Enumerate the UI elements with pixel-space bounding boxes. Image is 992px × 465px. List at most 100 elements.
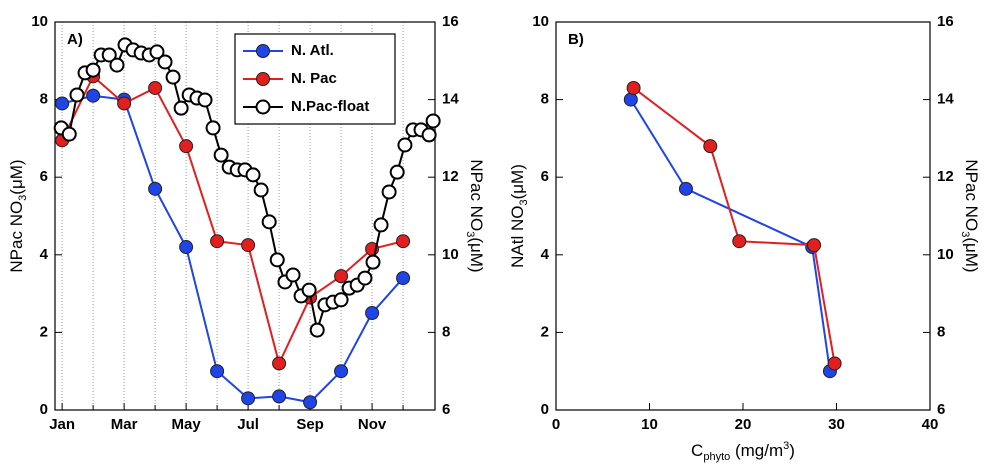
y2-tick-label: 8: [937, 323, 945, 340]
x-tick-label: 40: [922, 416, 939, 433]
x-tick-label: 20: [735, 416, 752, 433]
data-point: [732, 234, 747, 249]
series-line: [633, 87, 836, 364]
data-point: [210, 234, 225, 249]
data-point: [397, 137, 413, 153]
y-axis-label: NAtl NO3(μM): [508, 164, 529, 268]
data-point: [334, 364, 349, 379]
legend-label: N. Pac: [291, 70, 337, 87]
y2-tick-label: 10: [442, 246, 459, 263]
data-point: [373, 217, 389, 233]
x-axis-label: Cphyto (mg/m3): [691, 440, 795, 463]
label-part: 3: [518, 199, 530, 205]
data-point: [86, 88, 101, 103]
data-point: [623, 92, 638, 107]
data-point: [272, 356, 287, 371]
x-tick-label: 10: [641, 416, 658, 433]
label-part: NPac NO: [962, 159, 981, 231]
y2-tick-label: 14: [442, 91, 459, 108]
y2-tick-label: 10: [937, 246, 954, 263]
series-line: [61, 94, 404, 404]
x-tick-label: 0: [552, 416, 560, 433]
data-point: [245, 167, 261, 183]
data-point: [396, 234, 411, 249]
label-part: (μM): [7, 159, 26, 194]
legend-marker: [256, 44, 270, 58]
y2-axis-label: NPac NO3(μM): [959, 159, 980, 272]
y-tick-label: 2: [40, 323, 48, 340]
plot-frame: [54, 21, 436, 411]
y-tick-label: 0: [541, 401, 549, 418]
data-point: [272, 389, 287, 404]
data-point: [334, 269, 349, 284]
data-point: [703, 139, 718, 154]
x-tick-label: Sep: [296, 416, 324, 433]
y2-tick-label: 16: [442, 13, 459, 30]
label-part: 3: [464, 231, 476, 237]
data-point: [396, 271, 411, 286]
y2-tick-label: 12: [442, 168, 459, 185]
data-point: [425, 113, 441, 129]
label-part: 3: [783, 440, 789, 452]
label-part: (μM): [962, 237, 981, 272]
label-part: 3: [959, 231, 971, 237]
data-point: [149, 44, 165, 60]
data-point: [148, 181, 163, 196]
panel-title: B): [568, 31, 584, 48]
data-point: [241, 238, 256, 253]
panel-title: A): [67, 31, 83, 48]
x-tick-label: Jan: [49, 416, 75, 433]
data-point: [173, 100, 189, 116]
y2-tick-label: 16: [937, 13, 954, 30]
series-line: [629, 99, 831, 372]
label-part: (μM): [467, 237, 486, 272]
data-point: [85, 62, 101, 78]
data-point: [365, 306, 380, 320]
y2-axis-label: NPac NO3(μM): [464, 159, 485, 272]
label-part: phyto: [703, 451, 730, 463]
label-part: 3: [17, 195, 29, 201]
data-point: [241, 391, 256, 406]
plot-frame: [555, 21, 931, 411]
data-point: [117, 96, 132, 111]
label-part: (mg/m: [730, 441, 783, 460]
x-tick-label: Mar: [111, 416, 138, 433]
data-point: [389, 164, 405, 180]
data-point: [148, 80, 163, 95]
data-point: [165, 69, 181, 85]
legend-marker: [256, 72, 270, 86]
y2-tick-label: 6: [937, 401, 945, 418]
data-point: [421, 127, 437, 143]
label-part: NPac NO: [467, 159, 486, 231]
data-point: [210, 364, 225, 379]
data-point: [285, 267, 301, 283]
y-tick-label: 0: [40, 401, 48, 418]
data-point: [301, 282, 317, 298]
data-point: [303, 395, 318, 410]
y-tick-label: 10: [532, 13, 549, 30]
data-point: [827, 356, 842, 371]
data-point: [213, 147, 229, 163]
y-tick-label: 6: [40, 168, 48, 185]
label-part: NAtl NO: [508, 206, 527, 268]
data-point: [365, 254, 381, 270]
data-point: [678, 181, 693, 196]
legend-marker: [255, 99, 271, 115]
y-tick-label: 4: [40, 246, 49, 263]
data-point: [253, 182, 269, 198]
legend-label: N. Atl.: [291, 42, 334, 59]
data-point: [205, 120, 221, 136]
data-point: [269, 252, 285, 268]
y-tick-label: 10: [31, 13, 48, 30]
data-point: [55, 96, 70, 111]
data-point: [101, 47, 117, 63]
y-tick-label: 2: [541, 323, 549, 340]
data-point: [69, 87, 85, 103]
data-point: [626, 80, 641, 95]
data-point: [261, 214, 277, 230]
label-part: C: [691, 441, 703, 460]
label-part: NPac NO: [7, 201, 26, 273]
y-tick-label: 8: [541, 91, 549, 108]
data-point: [197, 92, 213, 108]
y-tick-label: 4: [541, 246, 550, 263]
